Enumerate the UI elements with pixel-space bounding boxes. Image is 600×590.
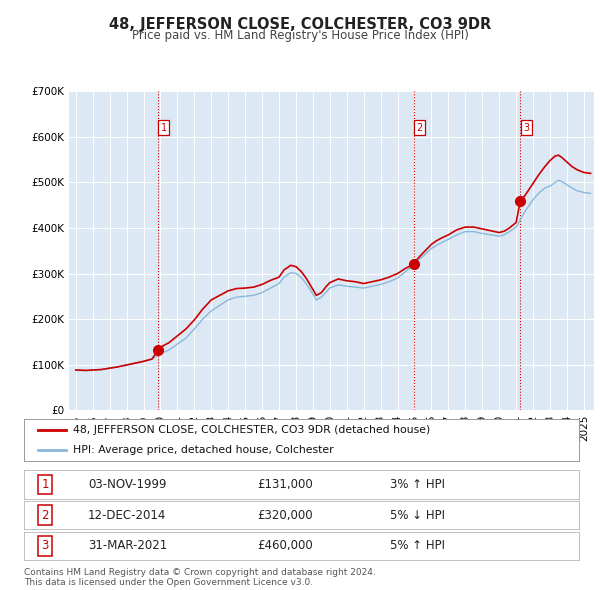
- Text: 31-MAR-2021: 31-MAR-2021: [88, 539, 167, 552]
- Text: 3: 3: [523, 123, 530, 133]
- Text: 3% ↑ HPI: 3% ↑ HPI: [391, 478, 445, 491]
- Text: 5% ↓ HPI: 5% ↓ HPI: [391, 509, 445, 522]
- Text: 48, JEFFERSON CLOSE, COLCHESTER, CO3 9DR (detached house): 48, JEFFERSON CLOSE, COLCHESTER, CO3 9DR…: [73, 425, 430, 435]
- Text: 12-DEC-2014: 12-DEC-2014: [88, 509, 166, 522]
- Text: 1: 1: [41, 478, 49, 491]
- Text: £460,000: £460,000: [257, 539, 313, 552]
- Text: 3: 3: [41, 539, 49, 552]
- Text: 2: 2: [416, 123, 423, 133]
- Text: £320,000: £320,000: [257, 509, 313, 522]
- Text: 2: 2: [41, 509, 49, 522]
- Text: HPI: Average price, detached house, Colchester: HPI: Average price, detached house, Colc…: [73, 445, 334, 455]
- Text: 5% ↑ HPI: 5% ↑ HPI: [391, 539, 445, 552]
- Text: 48, JEFFERSON CLOSE, COLCHESTER, CO3 9DR: 48, JEFFERSON CLOSE, COLCHESTER, CO3 9DR: [109, 17, 491, 31]
- Text: Price paid vs. HM Land Registry's House Price Index (HPI): Price paid vs. HM Land Registry's House …: [131, 30, 469, 42]
- Text: Contains HM Land Registry data © Crown copyright and database right 2024.
This d: Contains HM Land Registry data © Crown c…: [24, 568, 376, 587]
- Text: 1: 1: [161, 123, 167, 133]
- Text: £131,000: £131,000: [257, 478, 313, 491]
- Text: 03-NOV-1999: 03-NOV-1999: [88, 478, 166, 491]
